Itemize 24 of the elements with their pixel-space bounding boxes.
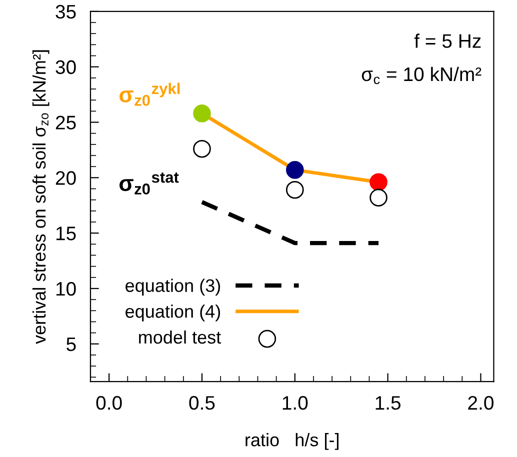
y-tick-label: 10 <box>56 282 76 296</box>
point <box>370 188 388 207</box>
annotation: σ$_{z0}$$^{zykl}$ <box>120 82 180 106</box>
point <box>193 140 211 158</box>
x-tick-label: 2.0 <box>468 396 494 410</box>
y-tick-label: 35 <box>56 4 76 19</box>
legend-label: equation (4) <box>126 304 220 322</box>
y-tick-label: 20 <box>56 171 76 185</box>
legend-label: equation (3) <box>126 278 220 296</box>
annotation: σ$_{z0}$$^{stat}$ <box>120 172 179 195</box>
y-tick-label: 5 <box>66 338 76 352</box>
y-tick-label: 30 <box>56 60 76 74</box>
y-tick-label: 25 <box>56 116 76 130</box>
y-axis-title: vertival stress on soft soil σ$_{zo}$ [kN/m²] <box>32 50 50 344</box>
x-tick-label: 0.0 <box>96 396 122 410</box>
x-axis-title: ratio h/s [-] <box>246 433 338 450</box>
legend-label: model test <box>139 330 222 344</box>
x-tick-label: 0.5 <box>189 396 215 410</box>
y-tick-label: 15 <box>56 226 76 240</box>
point <box>286 180 304 199</box>
annotation: σ$_{c}$ = 10 kN/m² <box>362 66 482 84</box>
annotation: f = 5 Hz <box>414 34 481 48</box>
x-tick-label: 1.5 <box>376 396 401 410</box>
x-tick-label: 1.0 <box>282 396 308 410</box>
